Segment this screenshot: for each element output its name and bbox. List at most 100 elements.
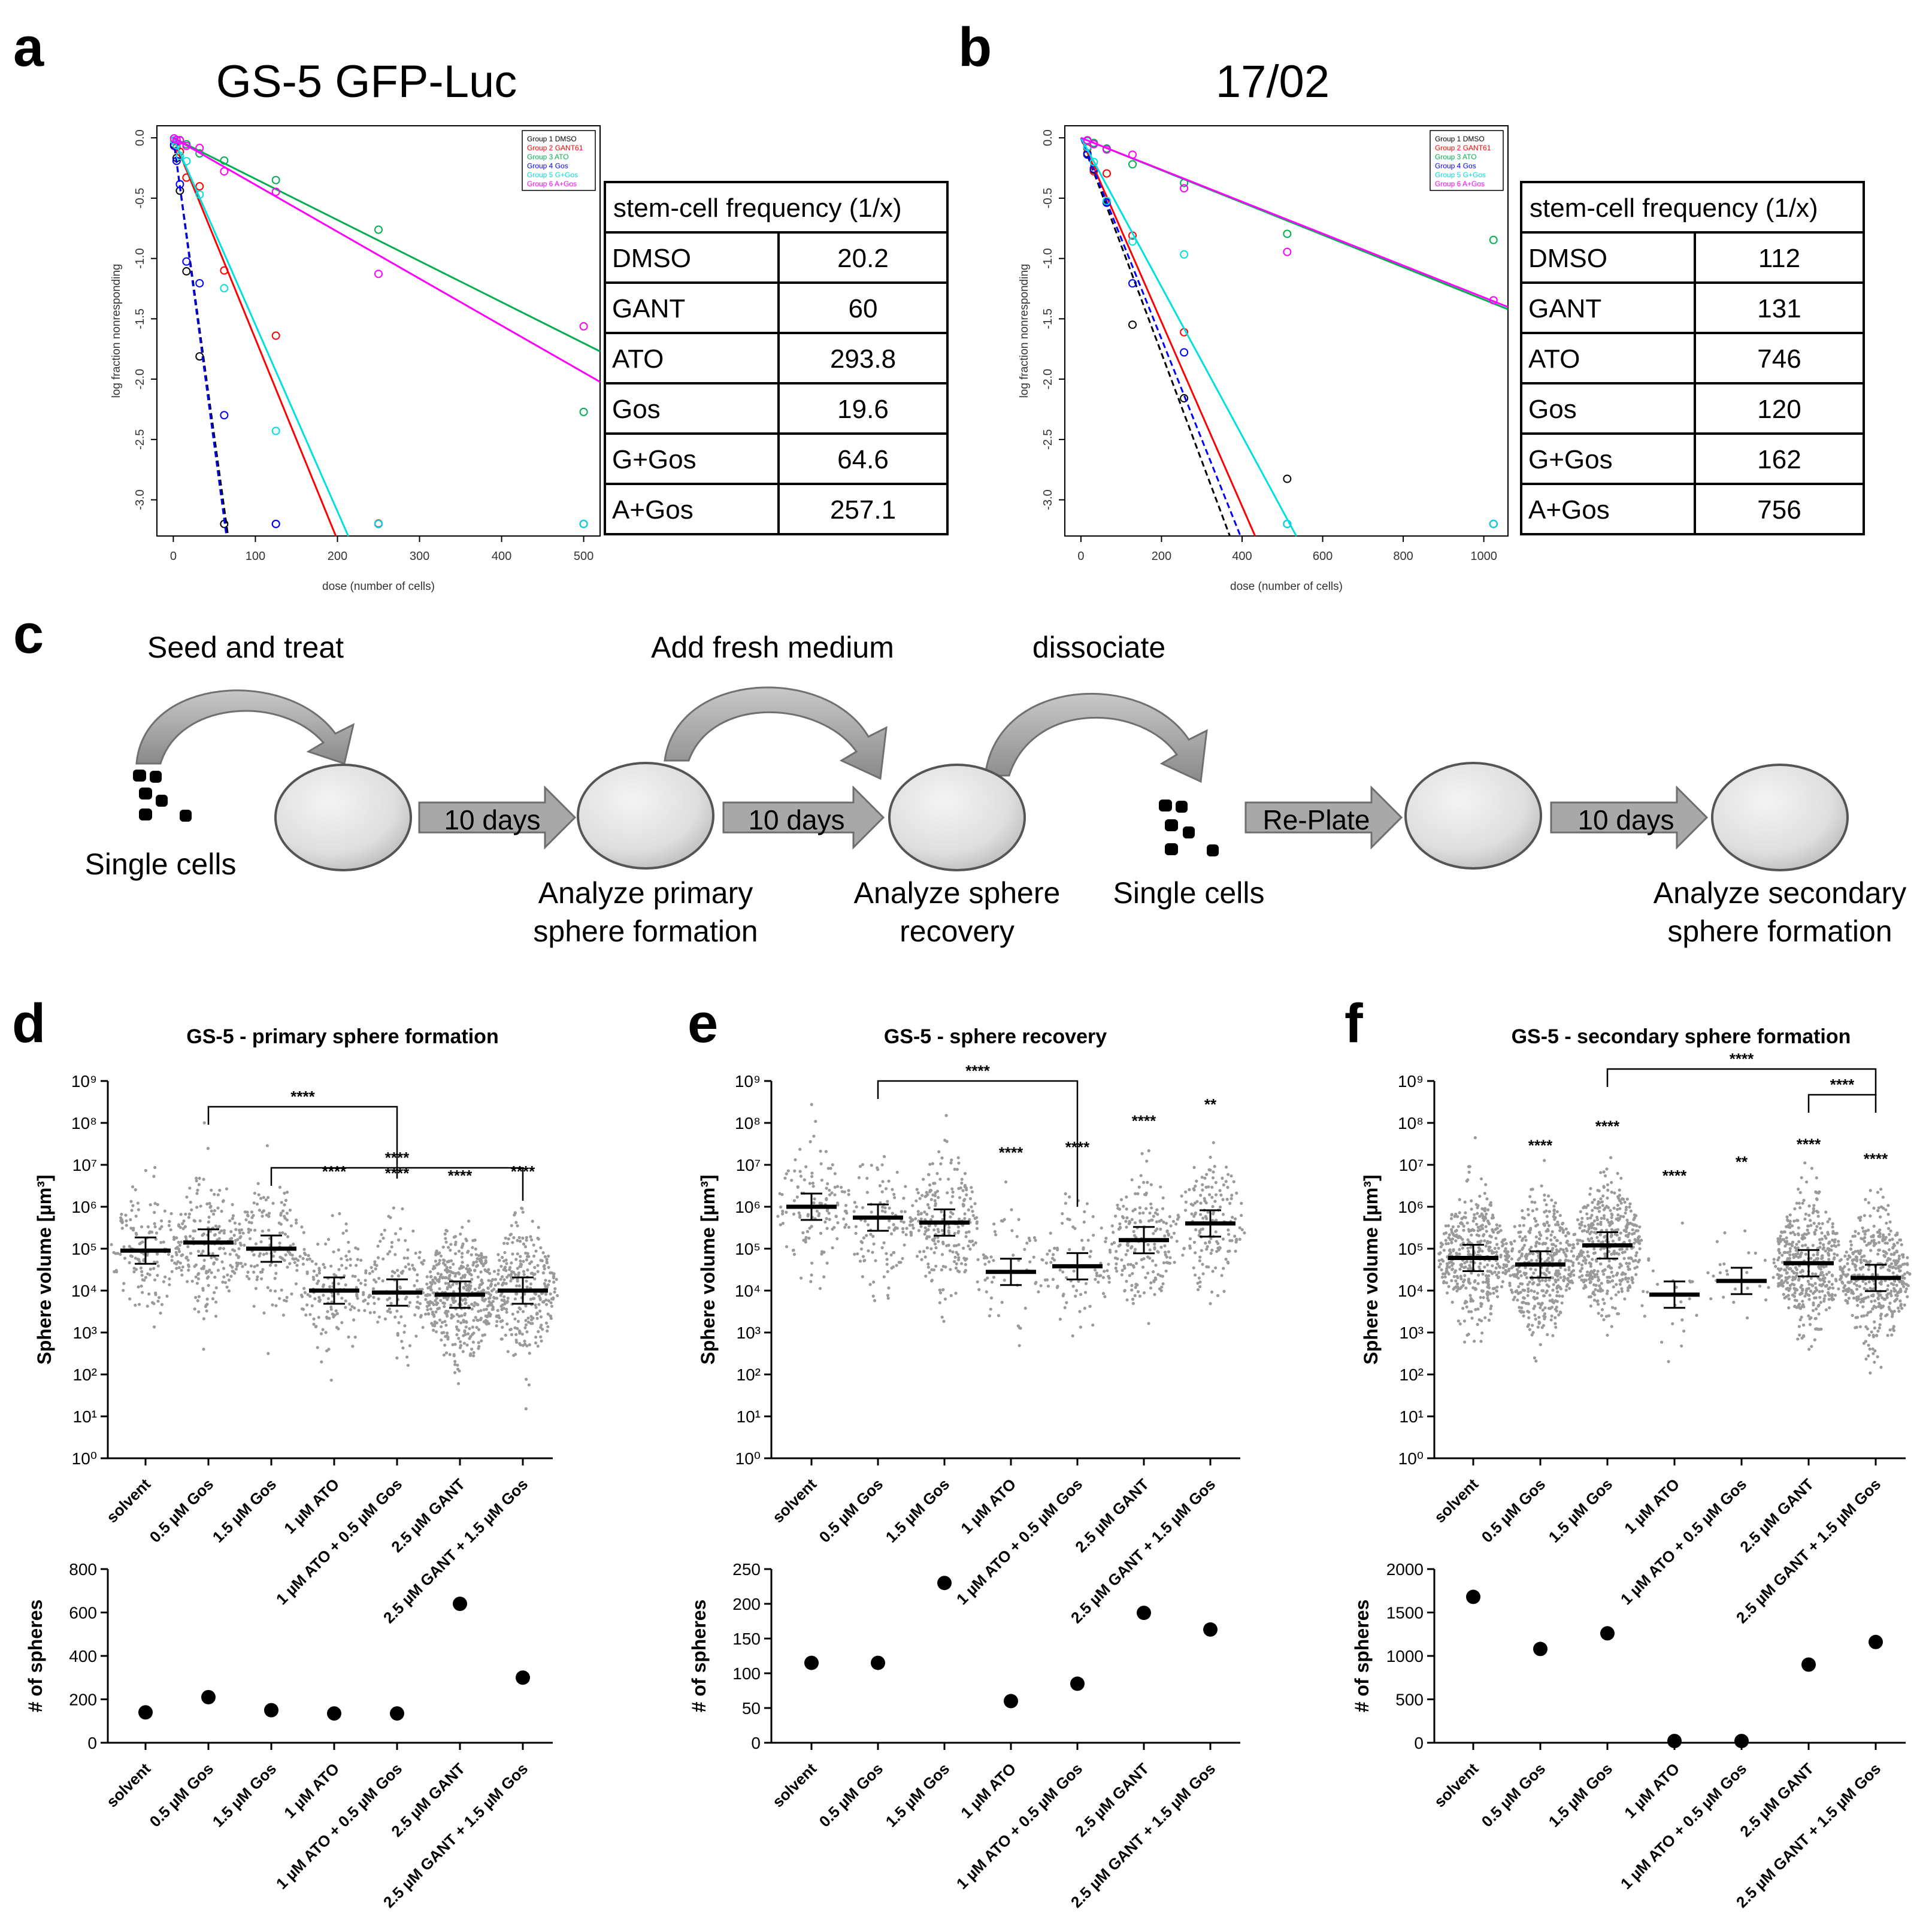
sphere-point bbox=[274, 1271, 278, 1275]
significance-bracket bbox=[270, 1167, 524, 1201]
sphere-point bbox=[1443, 1272, 1447, 1276]
culture-dish-2 bbox=[577, 762, 714, 870]
sphere-point bbox=[1068, 1247, 1071, 1252]
data-point bbox=[175, 147, 184, 156]
sphere-point bbox=[835, 1237, 839, 1241]
data-point bbox=[1089, 140, 1098, 149]
sphere-point bbox=[496, 1315, 501, 1319]
sphere-point bbox=[120, 1227, 124, 1230]
sphere-point bbox=[1116, 1206, 1120, 1210]
sphere-point bbox=[486, 1286, 490, 1290]
sphere-point bbox=[539, 1246, 543, 1250]
sphere-point bbox=[438, 1287, 441, 1291]
sphere-point bbox=[500, 1337, 504, 1341]
sphere-point bbox=[943, 1297, 947, 1301]
sphere-point bbox=[882, 1155, 886, 1158]
sphere-point bbox=[1489, 1304, 1493, 1308]
sphere-point bbox=[462, 1265, 465, 1269]
sphere-point bbox=[465, 1267, 468, 1270]
sphere-point bbox=[307, 1253, 310, 1258]
sphere-point bbox=[919, 1225, 923, 1228]
sphere-point bbox=[488, 1314, 492, 1318]
sphere-point bbox=[1561, 1222, 1564, 1226]
sphere-point bbox=[386, 1252, 390, 1256]
significance-label: **** bbox=[322, 1162, 347, 1180]
sphere-point bbox=[1506, 1250, 1510, 1253]
sphere-point bbox=[1479, 1340, 1483, 1343]
sphere-point bbox=[1594, 1283, 1598, 1287]
sphere-point bbox=[1571, 1254, 1576, 1258]
sphere-point bbox=[1233, 1217, 1237, 1221]
sphere-point bbox=[521, 1210, 525, 1214]
data-point bbox=[1128, 150, 1137, 159]
sphere-point bbox=[1588, 1261, 1591, 1265]
sphere-point bbox=[940, 1268, 943, 1271]
sphere-point bbox=[825, 1186, 828, 1190]
sphere-point bbox=[308, 1294, 312, 1298]
sphere-point bbox=[826, 1182, 829, 1186]
sphere-point bbox=[1866, 1311, 1870, 1315]
sphere-point bbox=[1153, 1242, 1156, 1246]
sphere-point bbox=[836, 1221, 840, 1225]
sphere-point bbox=[1862, 1297, 1866, 1300]
sphere-point bbox=[1783, 1250, 1787, 1254]
sphere-point bbox=[480, 1256, 483, 1260]
sphere-point bbox=[1809, 1219, 1812, 1222]
plot-frame bbox=[1064, 125, 1509, 537]
sphere-point bbox=[1758, 1284, 1762, 1288]
count-y-axis-label: # of spheres bbox=[25, 1600, 46, 1713]
sphere-point bbox=[1172, 1231, 1176, 1235]
sphere-point bbox=[1149, 1202, 1153, 1206]
sphere-point bbox=[1510, 1249, 1514, 1253]
sphere-point bbox=[1812, 1207, 1815, 1210]
sphere-point bbox=[1463, 1274, 1467, 1277]
sphere-point bbox=[1147, 1149, 1150, 1153]
sphere-point bbox=[887, 1226, 891, 1230]
sphere-point bbox=[1125, 1216, 1129, 1220]
sphere-point bbox=[1464, 1300, 1467, 1303]
sphere-point bbox=[321, 1328, 325, 1331]
sphere-point bbox=[1885, 1221, 1888, 1225]
sphere-point bbox=[1743, 1229, 1747, 1233]
sphere-point bbox=[541, 1251, 545, 1255]
sphere-point bbox=[1513, 1225, 1516, 1228]
sphere-point bbox=[205, 1303, 209, 1306]
sphere-point bbox=[1785, 1215, 1789, 1219]
sphere-point bbox=[1550, 1249, 1554, 1252]
sphere-point bbox=[1548, 1271, 1551, 1274]
volume-y-tick-label: 10⁹ bbox=[71, 1072, 97, 1091]
sphere-point bbox=[1504, 1241, 1508, 1246]
sphere-point bbox=[1456, 1235, 1460, 1240]
sphere-point bbox=[326, 1237, 331, 1241]
sphere-point bbox=[822, 1250, 826, 1254]
sphere-point bbox=[1458, 1247, 1461, 1252]
sphere-point bbox=[1056, 1285, 1059, 1288]
sphere-point bbox=[304, 1313, 308, 1317]
sphere-point bbox=[408, 1344, 412, 1347]
sphere-point bbox=[1796, 1252, 1800, 1255]
sphere-point bbox=[344, 1222, 348, 1226]
sphere-point bbox=[255, 1278, 259, 1282]
sphere-point bbox=[1572, 1273, 1576, 1277]
sphere-point bbox=[801, 1231, 805, 1235]
sphere-point bbox=[362, 1300, 365, 1303]
sphere-point bbox=[1198, 1280, 1202, 1284]
sphere-point bbox=[1552, 1243, 1555, 1246]
sphere-point bbox=[1709, 1297, 1713, 1301]
y-tick-label: -1.0 bbox=[1041, 248, 1055, 268]
sphere-point bbox=[247, 1277, 251, 1280]
sphere-point bbox=[1071, 1285, 1075, 1288]
sphere-point bbox=[1480, 1319, 1483, 1323]
sphere-point bbox=[1620, 1287, 1624, 1291]
sphere-point bbox=[778, 1192, 782, 1195]
sphere-point bbox=[1795, 1201, 1798, 1205]
sphere-point bbox=[1812, 1204, 1816, 1207]
sphere-point bbox=[233, 1271, 237, 1275]
sphere-point bbox=[1624, 1234, 1628, 1237]
volume-x-tick-label: 1 µM ATO bbox=[1621, 1475, 1683, 1537]
sphere-point bbox=[473, 1301, 477, 1304]
sphere-point bbox=[1870, 1239, 1874, 1243]
sphere-point bbox=[1804, 1180, 1809, 1184]
sphere-point bbox=[1624, 1208, 1628, 1212]
sphere-point bbox=[445, 1265, 449, 1269]
